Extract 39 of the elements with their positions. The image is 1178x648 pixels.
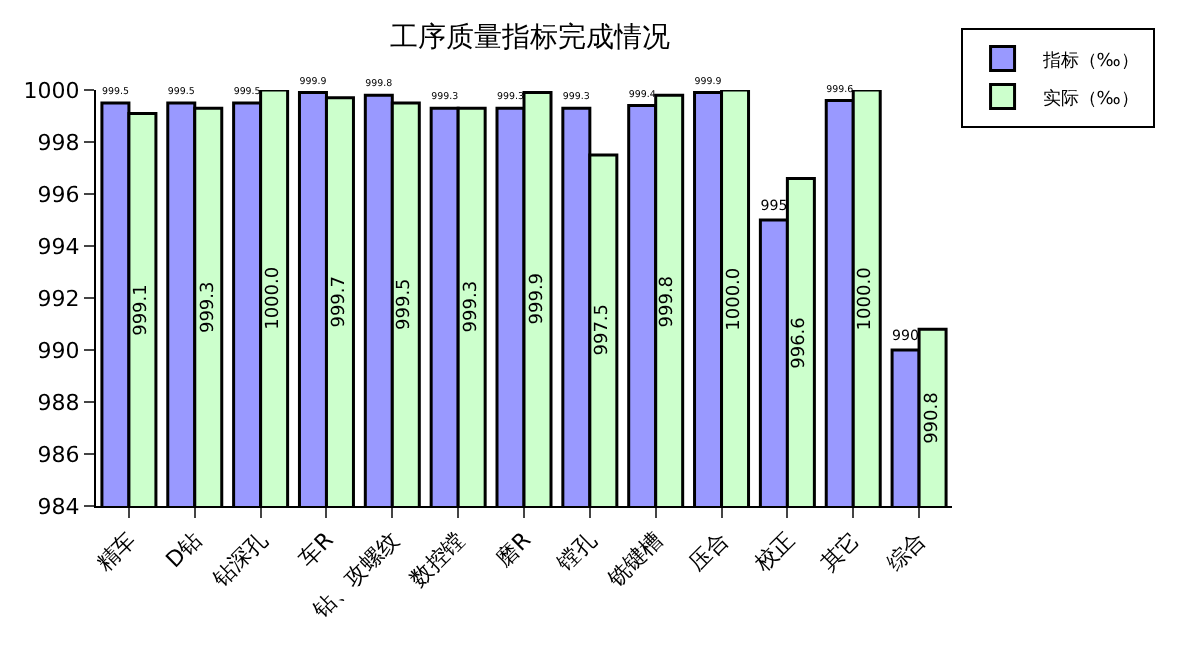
legend-label: 实际（‰） — [1042, 87, 1139, 110]
x-tick-label: 其它 — [815, 527, 866, 577]
x-tick-label: 精车 — [91, 527, 141, 577]
x-tick-label: D钻 — [160, 527, 207, 573]
y-tick-label: 996 — [37, 181, 80, 208]
x-tick-label: 数控镗 — [405, 527, 471, 593]
legend-label: 指标（‰） — [1040, 49, 1139, 72]
y-tick-label: 984 — [37, 493, 80, 520]
x-tick-label: 校正 — [748, 527, 800, 578]
data-label: 999.3 — [462, 280, 483, 333]
x-tick-label: 磨R — [491, 526, 537, 572]
data-label: 999.5 — [394, 278, 415, 330]
x-tick-label: 钻深孔 — [206, 527, 273, 594]
x-tick-label: 镗孔 — [550, 527, 602, 578]
data-label: 999.1 — [132, 284, 153, 336]
data-label: 999.9 — [527, 272, 548, 325]
x-tick-label: 车R — [293, 526, 339, 572]
y-tick-label: 992 — [37, 285, 80, 312]
data-label: 1000.0 — [724, 267, 745, 331]
chart-title: 工序质量指标完成情况 — [390, 21, 671, 54]
x-tick-label: 综合 — [881, 527, 932, 577]
y-tick-label: 998 — [37, 129, 80, 156]
data-label: 999.8 — [658, 275, 679, 328]
y-tick-label: 994 — [37, 233, 80, 260]
data-label: 996.6 — [790, 316, 811, 369]
data-label: 997.5 — [592, 303, 613, 356]
data-label: 1000.0 — [263, 266, 284, 330]
data-label: 1000.0 — [856, 266, 877, 331]
y-tick-label: 988 — [37, 389, 80, 416]
data-label: 999.3 — [198, 281, 219, 334]
x-tick-label: 压合 — [684, 527, 734, 577]
y-tick-label: 1000 — [23, 77, 80, 104]
data-label: 990 — [892, 325, 921, 344]
data-label: 990.8 — [922, 391, 943, 444]
x-tick-label: 铣键槽 — [601, 527, 668, 594]
y-tick-label: 986 — [37, 441, 80, 468]
data-label: 999.7 — [329, 276, 350, 328]
y-tick-label: 990 — [37, 337, 80, 364]
data-label: 995 — [760, 195, 788, 214]
